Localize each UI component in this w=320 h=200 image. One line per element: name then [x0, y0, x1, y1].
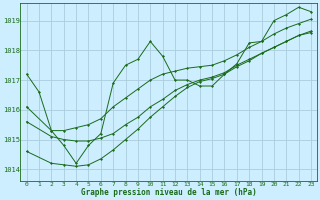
X-axis label: Graphe pression niveau de la mer (hPa): Graphe pression niveau de la mer (hPa) [81, 188, 257, 197]
